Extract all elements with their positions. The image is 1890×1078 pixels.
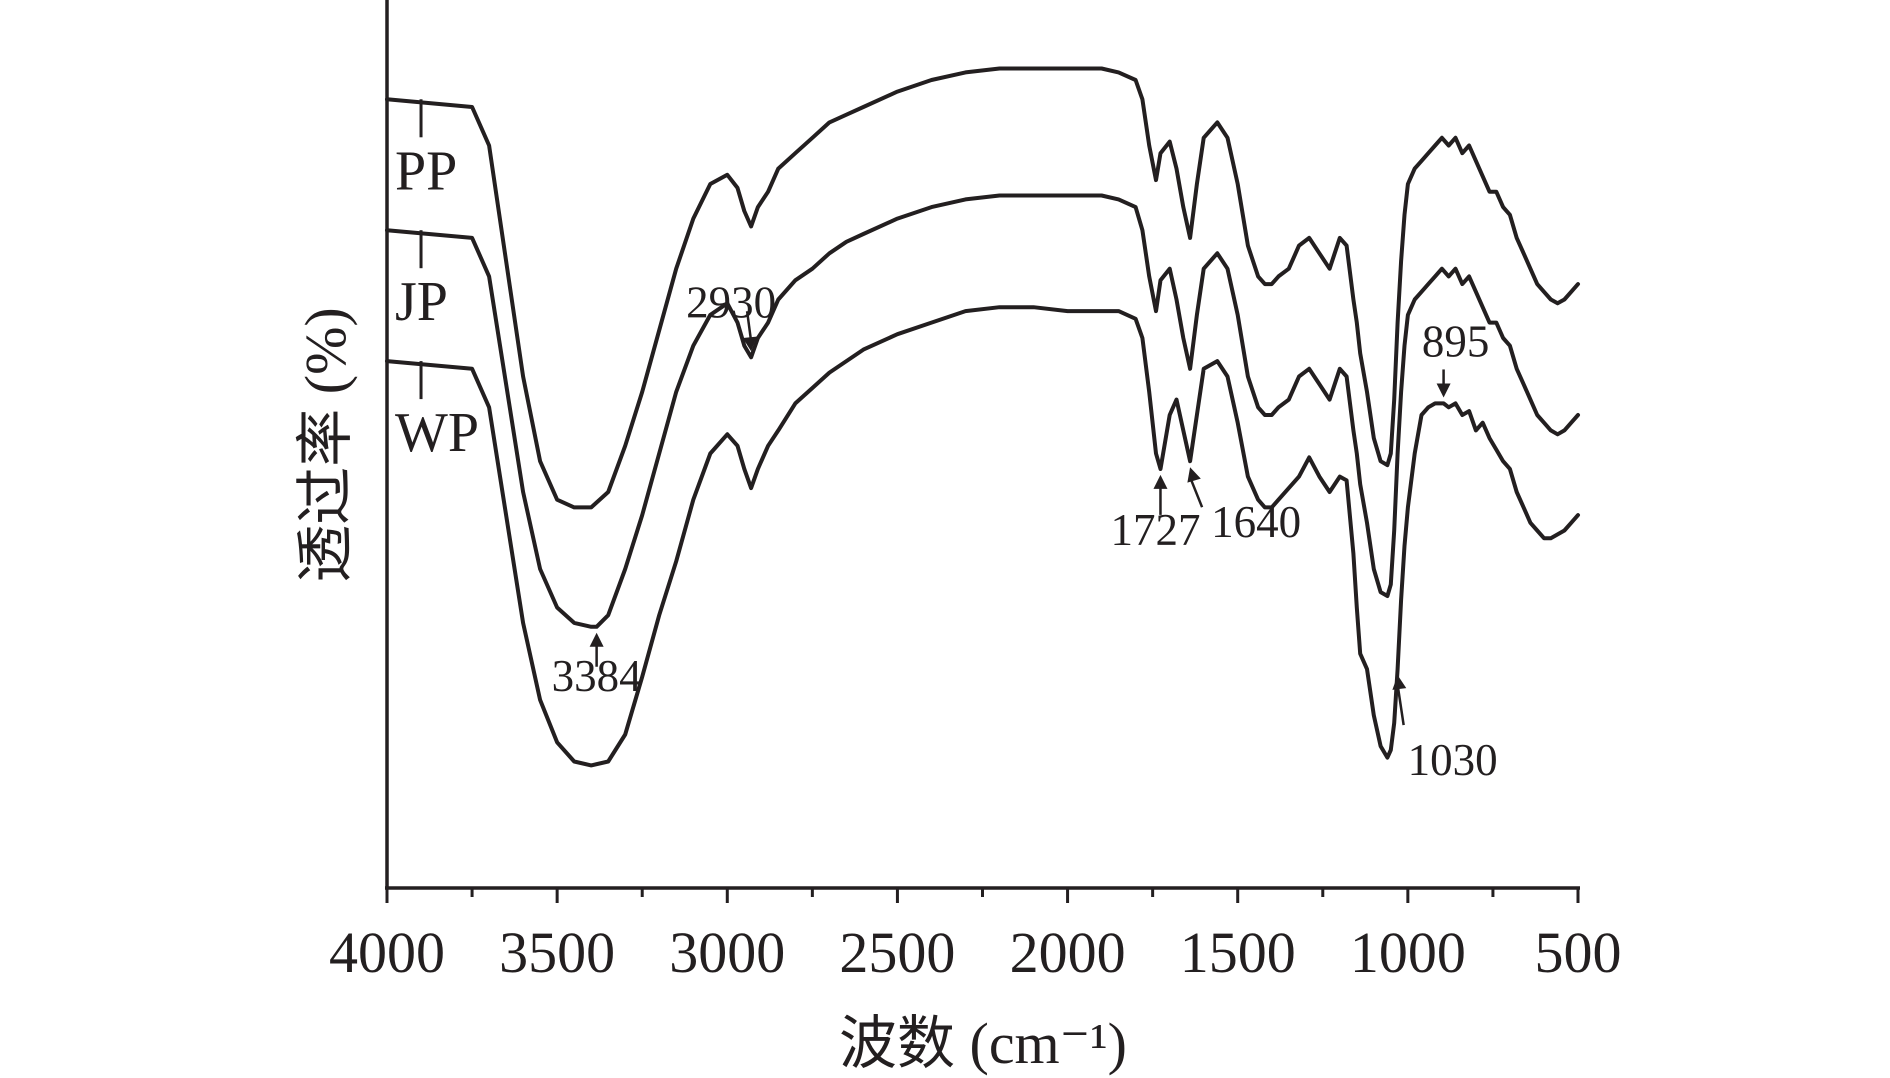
annotation-2930: 2930 <box>686 277 776 352</box>
annotation-arrow <box>745 311 753 342</box>
annotation-arrowhead <box>1153 474 1168 489</box>
annotation-895: 895 <box>1422 316 1490 398</box>
annotation-label: 1640 <box>1211 497 1301 547</box>
series-line-wp <box>385 305 1580 768</box>
x-tick-label: 2500 <box>839 920 955 985</box>
spectrum-curves <box>385 66 1580 768</box>
peak-annotations: 3384 2930 1727 1640 1030 895 <box>552 277 1498 785</box>
series-label-jp: JP <box>395 271 448 333</box>
annotation-arrowhead <box>1436 383 1451 398</box>
x-axis-title: 波数 (cm⁻¹) <box>839 1011 1127 1076</box>
annotation-label: 2930 <box>686 277 776 327</box>
series-label-wp: WP <box>395 402 479 464</box>
annotation-arrowhead <box>589 632 604 647</box>
annotation-label: 895 <box>1422 316 1490 366</box>
annotation-1727: 1727 <box>1110 474 1200 555</box>
annotation-arrowhead <box>1392 675 1407 690</box>
annotation-1640: 1640 <box>1187 467 1301 547</box>
x-tick-label: 3500 <box>499 920 615 985</box>
x-tick-labels: 4000 3500 3000 2500 2000 1500 1000 500 <box>329 920 1622 985</box>
annotation-arrow <box>1188 476 1204 508</box>
annotation-label: 1030 <box>1408 735 1498 785</box>
annotation-arrowhead <box>1187 467 1201 483</box>
y-axis-title: 透过率 (%) <box>293 307 358 582</box>
x-tick-label: 3000 <box>669 920 785 985</box>
annotation-label: 1727 <box>1110 505 1200 555</box>
annotation-3384: 3384 <box>552 632 642 701</box>
x-tick-label: 2000 <box>1010 920 1126 985</box>
annotation-label: 3384 <box>552 651 642 701</box>
annotation-arrow <box>1396 684 1405 726</box>
series-line-pp <box>385 66 1580 510</box>
axes <box>385 0 1580 890</box>
x-tick-label: 1500 <box>1180 920 1296 985</box>
x-tick-label: 4000 <box>329 920 445 985</box>
annotation-1030: 1030 <box>1392 675 1498 785</box>
x-tick-label: 1000 <box>1350 920 1466 985</box>
x-tick-label: 500 <box>1535 920 1622 985</box>
series-line-jp <box>385 193 1580 629</box>
x-ticks <box>385 888 1580 903</box>
series-label-pp: PP <box>395 140 457 202</box>
annotation-arrowhead <box>742 336 757 352</box>
series-labels: PP JP WP <box>395 99 479 464</box>
